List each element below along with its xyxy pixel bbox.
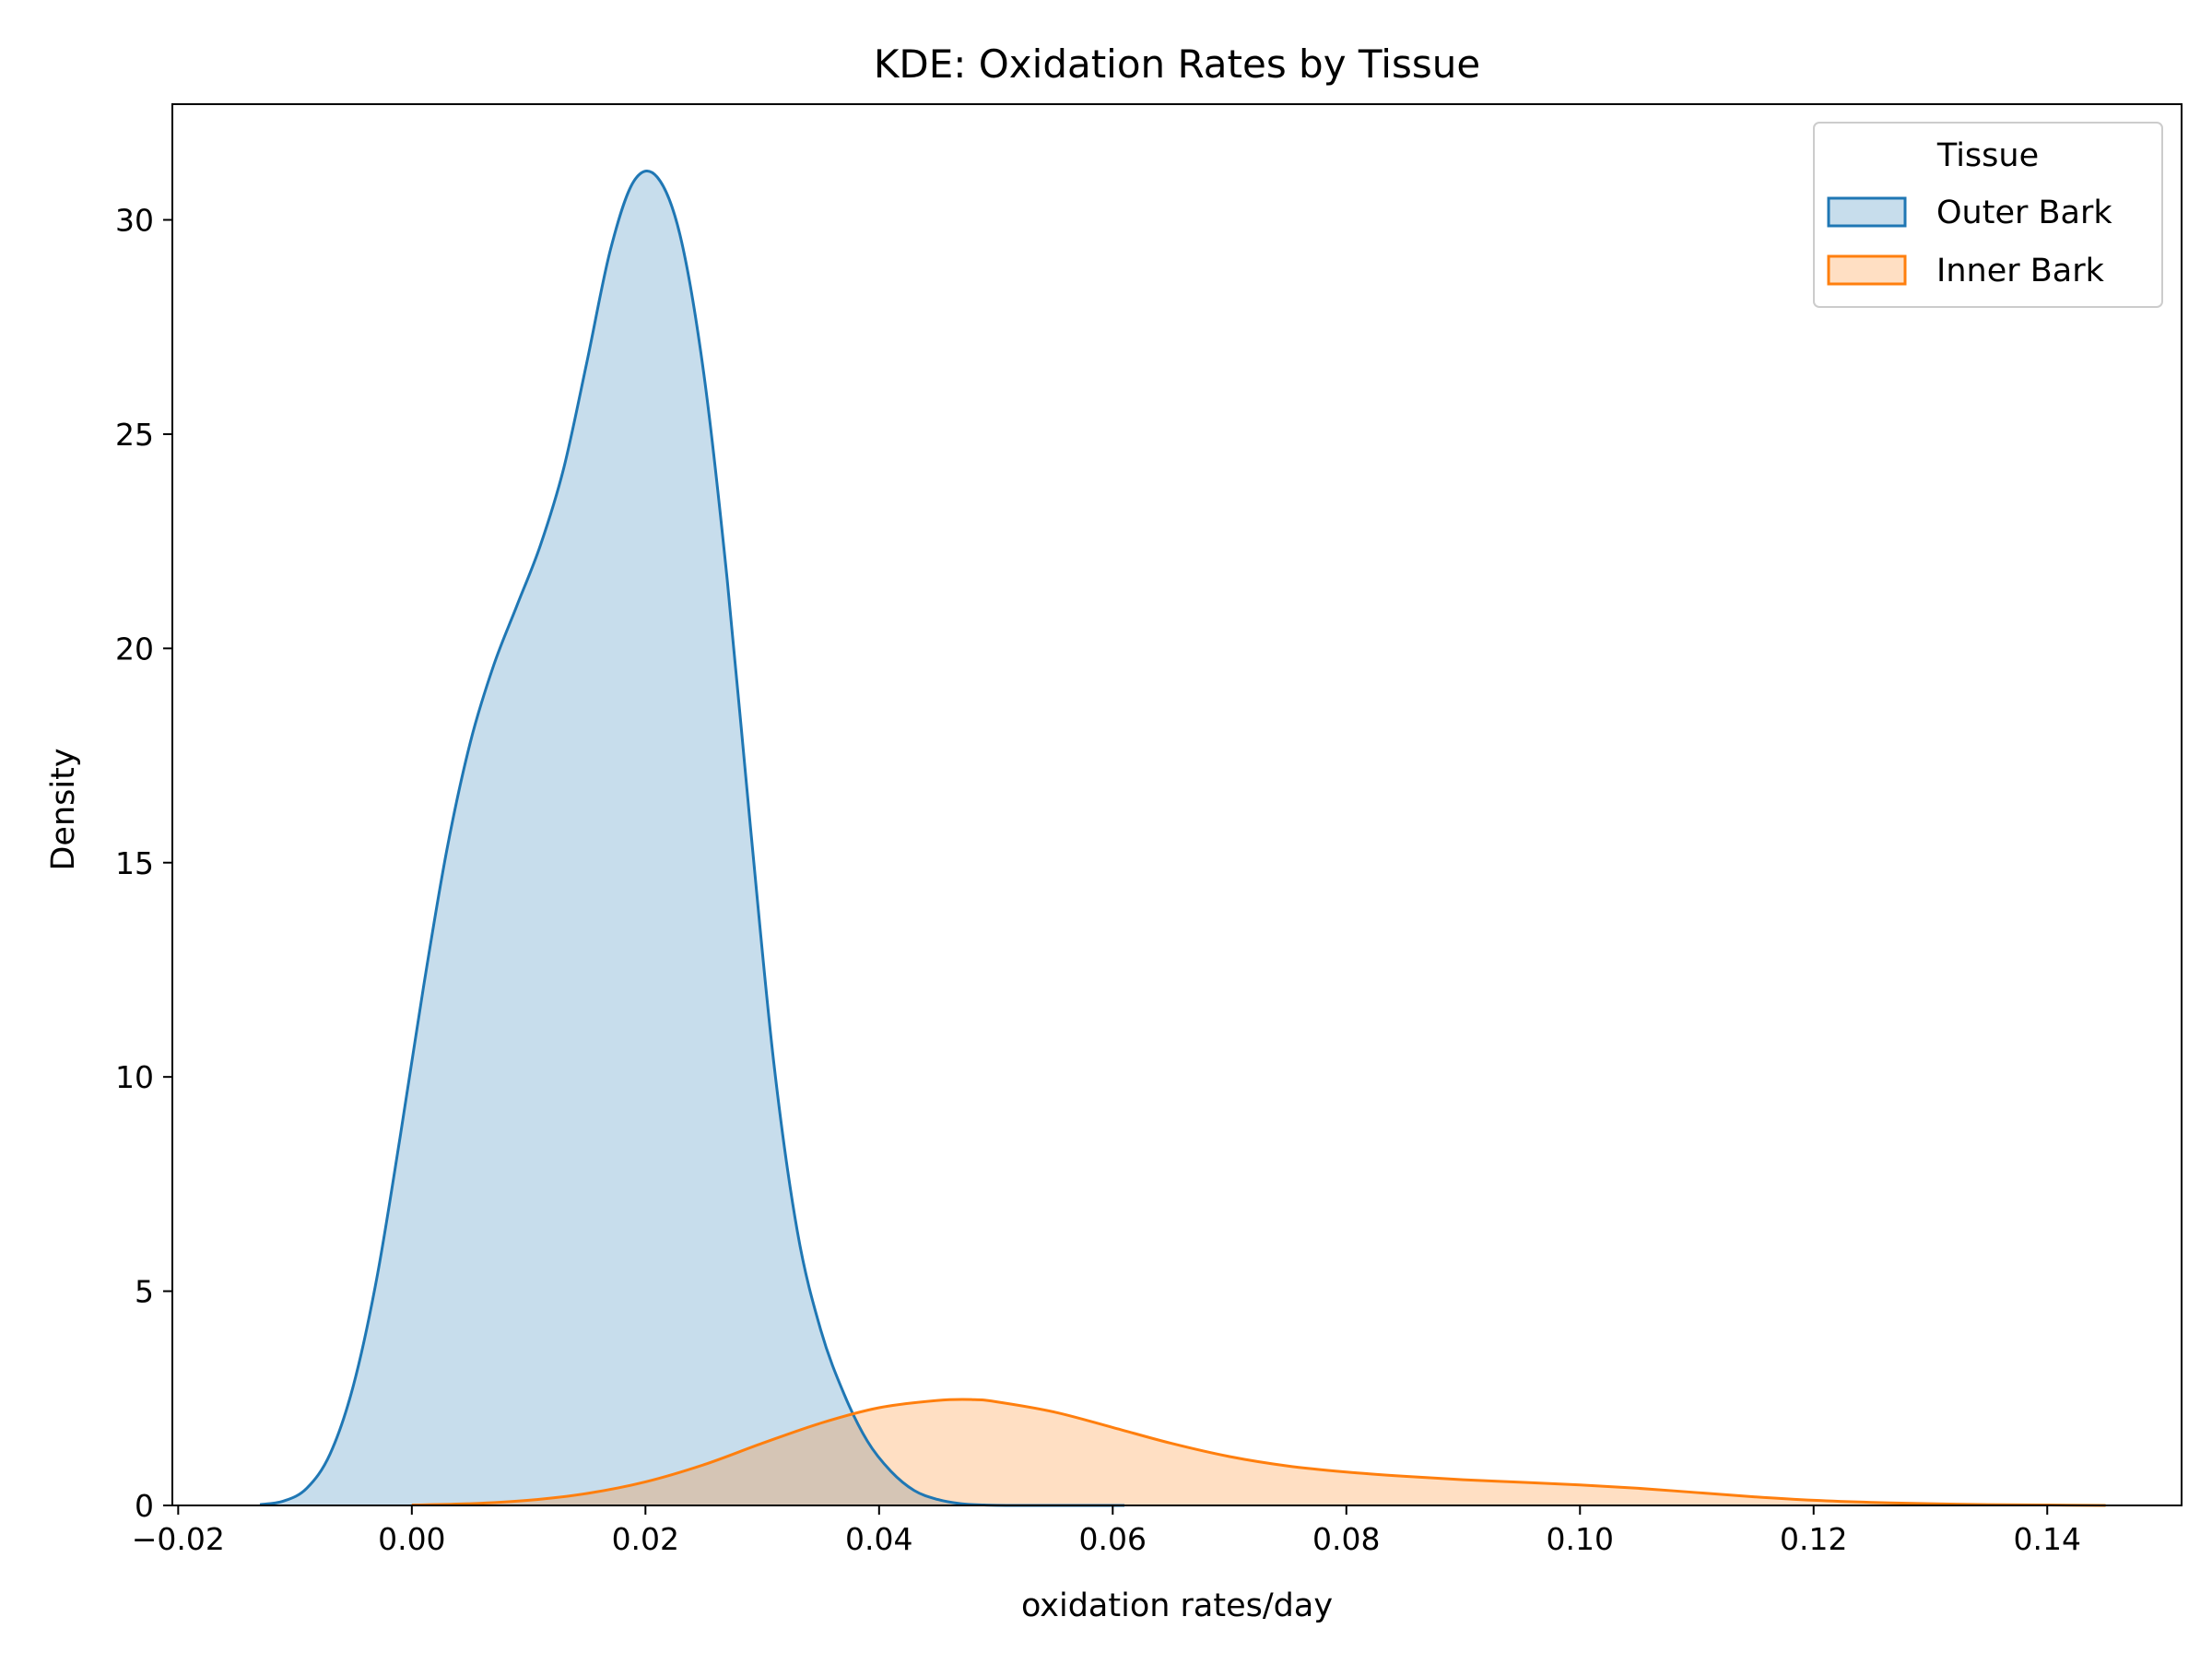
- y-tick-label: 20: [115, 631, 154, 667]
- y-tick-label: 25: [115, 417, 154, 453]
- x-tick-label: 0.14: [2014, 1521, 2081, 1557]
- series-area-outer-bark: [260, 171, 1124, 1505]
- legend-label-inner-bark: Inner Bark: [1936, 253, 2105, 289]
- x-tick-label: 0.00: [378, 1521, 445, 1557]
- x-tick-label: 0.06: [1079, 1521, 1147, 1557]
- y-tick-label: 30: [115, 203, 154, 239]
- y-axis-title: Density: [45, 748, 82, 870]
- y-tick-label: 15: [115, 845, 154, 881]
- axes-frame: [171, 103, 2183, 1506]
- x-tick-label: 0.04: [845, 1521, 912, 1557]
- y-tick-label: 10: [115, 1059, 154, 1095]
- x-tick-label: 0.02: [612, 1521, 679, 1557]
- axes: −0.02 0.00 0.02 0.04 0.06 0.08 0.10 0.12 0.14 0 5 1…: [115, 103, 2183, 1557]
- x-tick-label: −0.02: [132, 1521, 225, 1557]
- series-line-inner-bark: [411, 1398, 2106, 1507]
- series-area-inner-bark: [411, 1398, 2106, 1505]
- x-axis-title: oxidation rates/day: [1021, 1587, 1333, 1624]
- y-tick-label: 0: [135, 1488, 154, 1524]
- plot-area: [259, 170, 2106, 1507]
- x-tick-label: 0.10: [1547, 1521, 1614, 1557]
- legend-swatch-inner-bark: [1827, 254, 1907, 286]
- chart-title: KDE: Oxidation Rates by Tissue: [874, 41, 1480, 87]
- legend-label-outer-bark: Outer Bark: [1936, 195, 2112, 231]
- legend-swatch-outer-bark: [1827, 196, 1907, 228]
- legend-title: Tissue: [1936, 137, 2039, 174]
- x-tick-label: 0.12: [1780, 1521, 1847, 1557]
- legend-box: [1813, 122, 2163, 308]
- legend: Tissue Outer Bark Inner Bark: [1813, 122, 2163, 308]
- y-tick-label: 5: [135, 1274, 154, 1310]
- x-tick-label: 0.08: [1312, 1521, 1380, 1557]
- series-line-outer-bark: [259, 170, 1124, 1507]
